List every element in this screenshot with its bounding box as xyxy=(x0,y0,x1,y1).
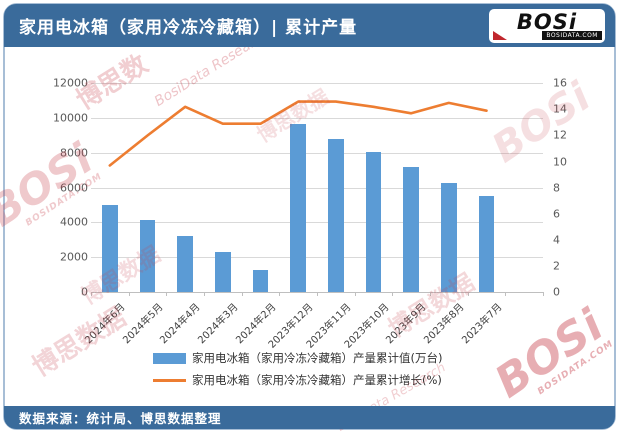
line-series-swatch-icon xyxy=(153,378,186,382)
x-axis-tick xyxy=(543,292,544,296)
bar xyxy=(365,152,382,292)
left-axis-tick-label: 4000 xyxy=(60,215,88,229)
left-axis-tick-label: 0 xyxy=(81,285,88,299)
bar xyxy=(102,204,118,292)
right-axis-tick-label: 4 xyxy=(553,233,560,247)
bar xyxy=(441,183,457,292)
left-axis-tick-label: 2000 xyxy=(60,250,88,264)
right-axis-tick-label: 2 xyxy=(553,259,560,273)
line-series-label: 家用电冰箱（家用冷冻冷藏箱）产量累计增长(%) xyxy=(192,373,442,387)
x-axis-tick xyxy=(467,292,469,296)
gridline xyxy=(91,187,543,189)
logo-text: BOSi xyxy=(516,9,578,34)
gridline xyxy=(91,257,543,259)
x-axis-tick xyxy=(128,292,130,296)
left-axis-tick-label: 10000 xyxy=(53,111,88,125)
bar-series-label: 家用电冰箱（家用冷冻冷藏箱）产量累计值(万台) xyxy=(192,351,443,365)
gridline xyxy=(91,152,543,154)
x-axis-tick xyxy=(430,292,431,296)
bar xyxy=(328,138,344,292)
footer-bar: 数据来源：统计局、博思数据整理 xyxy=(4,406,615,429)
x-axis-tick xyxy=(505,292,507,296)
right-axis-tick-label: 16 xyxy=(553,76,567,90)
left-axis-tick-label: 12000 xyxy=(53,76,88,90)
gridline xyxy=(91,83,543,85)
logo-site-label: BOSIDATA.COM xyxy=(542,30,602,40)
right-axis-tick-label: 14 xyxy=(553,102,567,116)
x-axis-tick xyxy=(392,292,394,296)
right-axis-tick-label: 8 xyxy=(553,181,560,195)
x-axis-tick xyxy=(204,292,205,296)
chart-legend: 家用电冰箱（家用冷冻冷藏箱）产量累计值(万台) 家用电冰箱（家用冷冻冷藏箱）产量… xyxy=(153,347,442,391)
legend-item-bar-series[interactable]: 家用电冰箱（家用冷冻冷藏箱）产量累计值(万台) xyxy=(153,347,442,369)
bar-series-swatch-icon xyxy=(153,352,186,364)
x-axis-tick xyxy=(241,292,243,296)
page-title: 家用电冰箱（家用冷冻冷藏箱）| 累计产量 xyxy=(19,18,358,38)
bar xyxy=(252,270,269,292)
data-source: 数据来源：统计局、博思数据整理 xyxy=(19,411,222,426)
bar xyxy=(139,220,156,292)
left-axis-tick-label: 6000 xyxy=(60,181,88,195)
x-axis-tick xyxy=(91,292,92,296)
right-axis-tick-label: 12 xyxy=(553,128,567,142)
x-axis-tick xyxy=(317,292,318,296)
right-axis-tick-label: 6 xyxy=(553,207,560,221)
x-axis-tick xyxy=(166,292,168,296)
bar xyxy=(403,167,419,292)
bar xyxy=(290,124,306,292)
left-axis-tick-label: 8000 xyxy=(60,146,88,160)
x-axis-tick xyxy=(354,292,356,296)
bar xyxy=(177,235,193,292)
header-bar: 家用电冰箱（家用冷冻冷藏箱）| 累计产量 BOSi BOSIDATA.COM xyxy=(4,4,615,47)
bosidata-logo: BOSi BOSIDATA.COM xyxy=(489,8,605,43)
legend-item-line-series[interactable]: 家用电冰箱（家用冷冻冷藏箱）产量累计增长(%) xyxy=(153,369,442,391)
right-axis-tick-label: 0 xyxy=(553,285,560,299)
right-axis-tick-label: 10 xyxy=(553,155,567,169)
gridline xyxy=(91,222,543,224)
bar xyxy=(478,195,495,292)
gridline xyxy=(91,118,543,120)
logo-triangle-icon xyxy=(493,30,507,40)
x-axis-tick xyxy=(279,292,281,296)
bar xyxy=(215,251,231,292)
